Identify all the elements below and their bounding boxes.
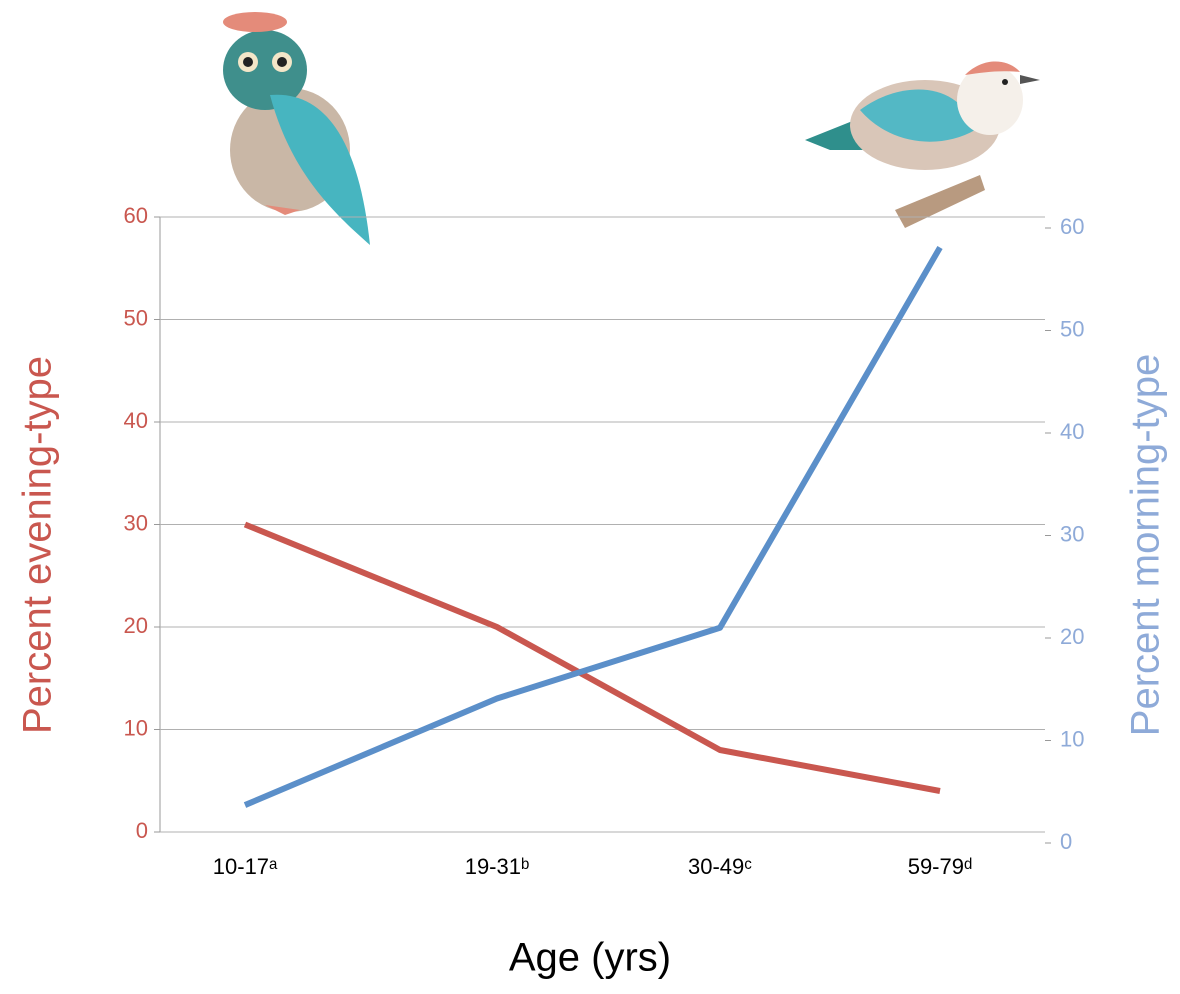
y2-tick-label: 40 (1060, 419, 1084, 444)
y2-axis-title: Percent morning-type (1124, 354, 1168, 736)
y-tick-label: 10 (124, 715, 148, 740)
x-tick-label: 19-31ᵇ (465, 854, 530, 879)
y2-tick-label: 50 (1060, 316, 1084, 341)
chart: Percent evening-type Percent morning-typ… (0, 0, 1180, 989)
y-tick-label: 20 (124, 613, 148, 638)
y2-tick-label: 0 (1060, 829, 1072, 854)
songbird-illustration (805, 61, 1040, 228)
y2-tick-label: 60 (1060, 214, 1084, 239)
data-line (245, 525, 940, 792)
y-tick-label: 40 (124, 408, 148, 433)
owl-illustration (223, 12, 370, 245)
y-tick-label: 60 (124, 203, 148, 228)
y-tick-label: 50 (124, 305, 148, 330)
y2-tick-label: 30 (1060, 521, 1084, 546)
x-tick-label: 59-79ᵈ (908, 854, 973, 879)
data-line (245, 247, 940, 805)
x-tick-label: 10-17ᵃ (213, 854, 278, 879)
y-tick-label: 0 (136, 818, 148, 843)
y2-tick-label: 20 (1060, 624, 1084, 649)
y-tick-label: 30 (124, 510, 148, 535)
x-tick-label: 30-49ᶜ (688, 854, 752, 879)
y2-tick-label: 10 (1060, 726, 1084, 751)
x-axis-title: Age (yrs) (509, 936, 671, 980)
y-axis-title: Percent evening-type (16, 356, 60, 734)
